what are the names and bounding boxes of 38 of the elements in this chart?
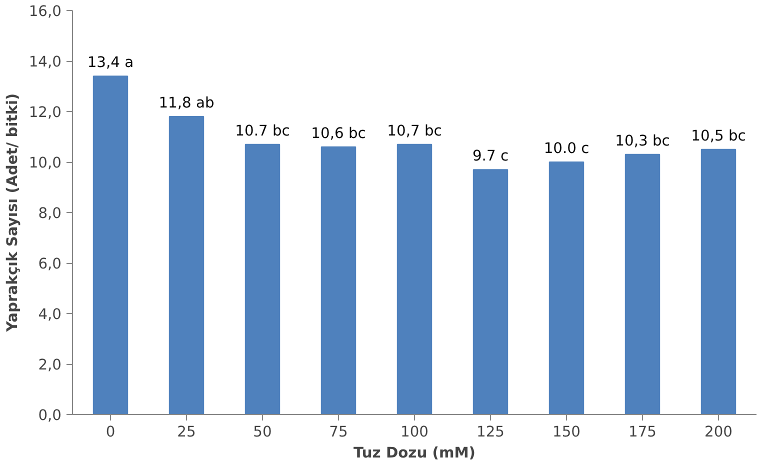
bar	[624, 154, 660, 414]
y-tick-label: 8,0	[38, 205, 62, 222]
bar	[548, 162, 584, 414]
y-tick-label: 16,0	[28, 3, 62, 20]
x-tick-label: 150	[552, 424, 580, 440]
x-tick-label: 125	[476, 424, 504, 440]
bar	[244, 144, 280, 414]
y-tick-label: 2,0	[38, 356, 62, 374]
x-tick-label: 100	[400, 424, 428, 440]
data-label: 10,7 bc	[387, 122, 442, 140]
y-tick-label: 10,0	[28, 154, 62, 172]
x-tick-label: 75	[329, 424, 348, 440]
data-label: 9.7 c	[472, 148, 509, 165]
x-tick-label: 0	[106, 424, 116, 440]
y-axis-title: Yaprakçık Sayısı (Adet/ bitki)	[4, 93, 21, 333]
x-tick-label: 175	[628, 424, 656, 440]
bar	[92, 76, 128, 414]
bar	[320, 146, 356, 414]
x-tick-label: 200	[704, 424, 732, 440]
data-label: 10.0 c	[544, 140, 590, 157]
bar	[168, 116, 204, 414]
data-label: 10,3 bc	[615, 132, 670, 150]
data-label: 10,6 bc	[311, 124, 366, 142]
data-label: 10.7 bc	[235, 122, 290, 140]
data-label: 13,4 a	[87, 54, 134, 72]
data-label: 11,8 ab	[158, 94, 214, 112]
y-tick-label: 6,0	[38, 256, 62, 272]
y-tick-label: 4,0	[38, 306, 62, 323]
bar	[396, 144, 432, 414]
y-tick-label: 14,0	[28, 54, 62, 70]
data-label: 10,5 bc	[691, 127, 746, 144]
y-tick-label: 12,0	[28, 104, 62, 121]
bar	[700, 148, 736, 414]
y-tick-label: 0,0	[38, 407, 62, 424]
bar	[472, 169, 508, 414]
x-axis-title: Tuz Dozu (mM)	[353, 444, 476, 462]
x-tick-label: 50	[253, 424, 272, 440]
x-tick-label: 25	[177, 424, 196, 440]
